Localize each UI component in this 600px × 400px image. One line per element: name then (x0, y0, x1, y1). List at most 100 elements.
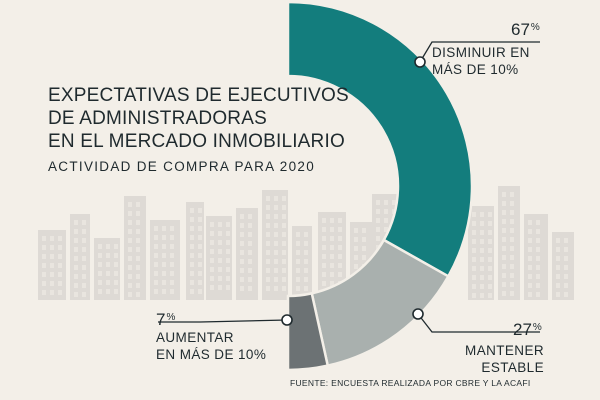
building-window (376, 218, 380, 223)
building-window (114, 271, 118, 276)
building-window (82, 247, 86, 252)
building-window (248, 268, 252, 273)
building-window (296, 277, 300, 282)
building-window (282, 232, 286, 237)
building-window (226, 276, 230, 281)
building-window (282, 241, 286, 246)
building-window (266, 214, 270, 219)
slice-disminuir (286, 0, 474, 279)
chart-title-line-2: DE ADMINISTRADORAS (48, 108, 267, 129)
building-window (338, 272, 342, 277)
building-window (502, 255, 506, 260)
slice-aumentar (286, 291, 330, 372)
building-shape (186, 202, 204, 300)
building-window (136, 256, 140, 261)
building-window (510, 246, 514, 251)
building-window (162, 244, 166, 249)
building-window (564, 247, 568, 252)
building-window (106, 280, 110, 285)
building-window (330, 281, 334, 286)
building-window (74, 283, 78, 288)
building-window (98, 253, 102, 258)
building-window (472, 257, 476, 262)
building-window (274, 196, 278, 201)
building-window (190, 235, 194, 240)
building-window (248, 250, 252, 255)
building-window (376, 209, 380, 214)
building-window (362, 246, 366, 251)
building-window (266, 277, 270, 282)
building-window (502, 228, 506, 233)
building-window (266, 259, 270, 264)
building-window (502, 237, 506, 242)
building-window (128, 283, 132, 288)
building-window (82, 283, 86, 288)
building-window (240, 277, 244, 282)
building-window (322, 281, 326, 286)
building-window (74, 292, 78, 297)
building-window (384, 209, 388, 214)
building-window (82, 292, 86, 297)
data-label-disminuir-percent: 67% (511, 20, 540, 39)
building-window (170, 280, 174, 285)
building-window (58, 272, 62, 277)
building-window (136, 202, 140, 207)
building-window (240, 268, 244, 273)
building-window (488, 284, 492, 289)
building-window (564, 283, 568, 288)
building-window (248, 214, 252, 219)
building-window (74, 229, 78, 234)
building-window (488, 275, 492, 280)
building-window (556, 238, 560, 243)
building-window (362, 255, 366, 260)
building-window (564, 292, 568, 297)
building-window (502, 291, 506, 296)
building-window (74, 256, 78, 261)
building-window (98, 262, 102, 267)
building-window (128, 202, 132, 207)
building-window (136, 220, 140, 225)
building-window (162, 235, 166, 240)
building-window (82, 238, 86, 243)
leader-lines (158, 41, 540, 333)
building-window (162, 271, 166, 276)
building-shape (70, 214, 90, 300)
building-window (472, 293, 476, 298)
marker-disminuir (414, 56, 426, 68)
building-window (282, 250, 286, 255)
data-label-mantener: MANTENER ESTABLE (465, 343, 544, 375)
building-window (154, 262, 158, 267)
building-window (274, 277, 278, 282)
building-window (330, 218, 334, 223)
building-window (282, 286, 286, 291)
building-window (198, 226, 202, 231)
building-window (240, 214, 244, 219)
building-window (472, 266, 476, 271)
building-window (274, 250, 278, 255)
building-window (282, 205, 286, 210)
building-window (58, 281, 62, 286)
title-block: EXPECTATIVAS DE EJECUTIVOS DE ADMINISTRA… (48, 84, 349, 174)
building-window (218, 258, 222, 263)
building-window (248, 286, 252, 291)
building-window (338, 236, 342, 241)
building-window (162, 280, 166, 285)
building-window (58, 236, 62, 241)
building-window (528, 274, 532, 279)
building-shape (552, 232, 574, 300)
building-window (330, 263, 334, 268)
building-window (42, 236, 46, 241)
building-window (282, 277, 286, 282)
building-window (248, 232, 252, 237)
building-window (564, 238, 568, 243)
building-window (502, 246, 506, 251)
building-window (136, 211, 140, 216)
building-window (42, 281, 46, 286)
building-window (488, 212, 492, 217)
chart-title-line-3: EN EL MERCADO INMOBILIARIO (48, 131, 345, 152)
building-window (322, 254, 326, 259)
building-window (50, 272, 54, 277)
building-window (106, 244, 110, 249)
building-window (154, 289, 158, 294)
building-shape (498, 186, 520, 300)
